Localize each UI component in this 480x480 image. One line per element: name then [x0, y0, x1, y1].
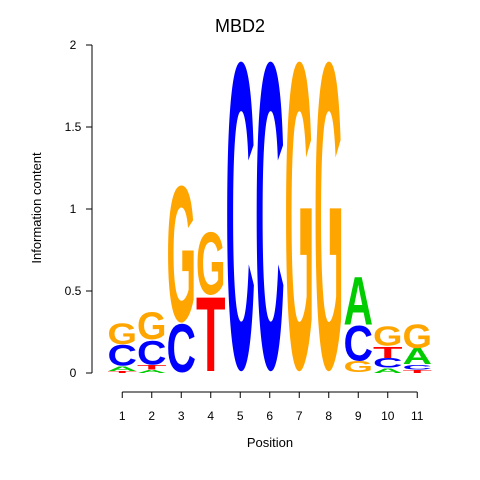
logo-letter-T: T [373, 343, 403, 361]
y-axis-label: Information content [29, 152, 44, 264]
logo-letter-C: C [166, 310, 196, 386]
x-axis-label: Position [247, 435, 293, 450]
logo-letter-T: T [402, 369, 432, 374]
logo-letter-G: G [196, 215, 225, 314]
y-tick-label: 2 [70, 38, 77, 52]
x-tick-label: 2 [148, 409, 155, 423]
logo-letter-G: G [344, 358, 373, 376]
logo-letter-A: A [373, 367, 402, 375]
x-tick-label: 11 [411, 409, 424, 423]
x-tick-label: 4 [207, 409, 214, 423]
logo-letter-A: A [343, 263, 373, 339]
chart-title: MBD2 [215, 16, 265, 36]
logo-letter-C: C [226, 0, 255, 460]
x-tick-label: 8 [325, 409, 332, 423]
logo-letter-A: A [402, 344, 432, 369]
logo-letter-T: T [108, 371, 138, 374]
logo-letter-G: G [167, 146, 196, 363]
x-axis: 1 2 3 4 5 6 7 8 9 10 11 [119, 391, 424, 423]
logo-letter-C: C [343, 316, 373, 372]
y-tick-label: 0 [70, 366, 77, 380]
logo-letter-A: A [137, 369, 167, 374]
logo-letter-A: A [108, 365, 137, 373]
logo-letter-C: C [403, 363, 432, 371]
logo-letter-C: C [108, 339, 137, 372]
logo-letter-G: G [314, 0, 343, 460]
logo-letter-G: G [108, 318, 137, 351]
logo-letter-C: C [137, 333, 166, 371]
y-tick-label: 1.5 [65, 120, 82, 134]
logo-letter-T: T [137, 363, 166, 371]
y-axis: 0 0.5 1 1.5 2 [65, 38, 93, 380]
logo-letter-G: G [373, 322, 403, 353]
y-tick-label: 0.5 [65, 284, 82, 298]
x-tick-label: 6 [266, 409, 273, 423]
logo-letter-C: C [373, 356, 403, 371]
x-tick-label: 1 [119, 409, 126, 423]
logo-letter-T: T [196, 275, 225, 395]
x-tick-label: 5 [237, 409, 244, 423]
x-tick-label: 7 [296, 409, 303, 423]
x-tick-label: 10 [381, 409, 395, 423]
logo-letter-G: G [403, 317, 432, 356]
logo-letter-G: G [285, 0, 314, 460]
y-tick-label: 1 [70, 202, 77, 216]
x-tick-label: 9 [355, 409, 362, 423]
logo-letter-C: C [255, 0, 284, 460]
x-tick-label: 3 [178, 409, 185, 423]
logo-letter-G: G [137, 305, 166, 348]
